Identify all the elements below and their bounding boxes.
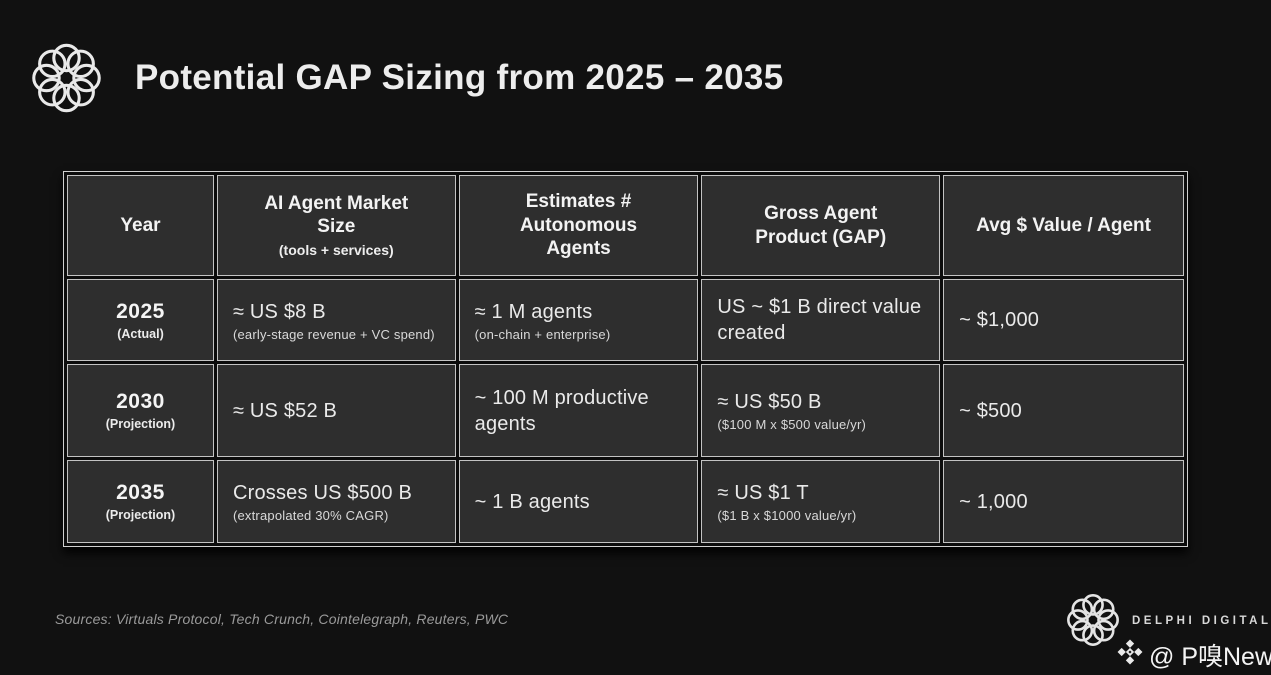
- avg-value-cell: ~ $500: [943, 364, 1184, 457]
- delphi-rosette-icon: [1067, 594, 1119, 646]
- delphi-digital-wordmark: DELPHI DIGITAL: [1132, 615, 1271, 627]
- agents-cell: ~ 100 M productive agents: [458, 364, 699, 457]
- sources-text: Sources: Virtuals Protocol, Tech Crunch,…: [55, 611, 509, 627]
- avg-value-cell: ~ 1,000: [943, 460, 1184, 543]
- cell-note: (early-stage revenue + VC spend): [232, 326, 435, 342]
- column-header-gap: Gross Agent Product (GAP): [701, 175, 941, 276]
- column-header-market-size: AI Agent Market Size (tools + services): [216, 175, 456, 276]
- cell-value: ≈ US $8 B: [232, 300, 326, 323]
- year-cell: 2025 (Actual): [67, 279, 214, 361]
- delphi-rosette-icon: [32, 43, 101, 113]
- gap-cell: ≈ US $1 T ($1 B x $1000 value/yr): [701, 460, 941, 543]
- cell-value: ~ 100 M productive agents: [474, 386, 649, 435]
- table-row-2030: 2030 (Projection) ≈ US $52 B ~ 100 M pro…: [67, 364, 1184, 457]
- binance-diamond-icon: [1117, 639, 1143, 665]
- cell-note: ($1 B x $1000 value/yr): [717, 508, 857, 523]
- gap-sizing-table: Year AI Agent Market Size (tools + servi…: [63, 171, 1188, 547]
- cell-value: ≈ 1 M agents: [474, 300, 593, 323]
- table-row-2035: 2035 (Projection) Crosses US $500 B (ext…: [67, 460, 1184, 543]
- column-header-avg-value: Avg $ Value / Agent: [943, 175, 1184, 276]
- market-size-cell: ≈ US $52 B: [216, 364, 456, 457]
- cell-value: ≈ US $52 B: [232, 399, 338, 422]
- year-cell: 2035 (Projection): [67, 460, 214, 543]
- avg-value-cell: ~ $1,000: [943, 279, 1184, 361]
- year-value: 2030: [116, 390, 165, 413]
- table-row-2025: 2025 (Actual) ≈ US $8 B (early-stage rev…: [67, 279, 1184, 361]
- agents-cell: ~ 1 B agents: [458, 460, 699, 543]
- year-value: 2025: [116, 299, 165, 323]
- cell-value: ≈ US $1 T: [717, 482, 809, 504]
- column-header-label: Avg $ Value / Agent: [976, 214, 1151, 236]
- cell-value: ~ $1,000: [959, 309, 1040, 331]
- column-header-label: Gross Agent Product (GAP): [755, 202, 887, 248]
- year-value: 2035: [116, 481, 165, 504]
- cell-value: ~ 1 B agents: [474, 490, 590, 513]
- year-note: (Projection): [105, 508, 176, 522]
- market-size-cell: ≈ US $8 B (early-stage revenue + VC spen…: [216, 279, 456, 361]
- page-title: Potential GAP Sizing from 2025 – 2035: [135, 58, 784, 97]
- column-header-year: Year: [67, 175, 214, 276]
- cell-value: US ~ $1 B direct value created: [717, 296, 922, 344]
- table-body: 2025 (Actual) ≈ US $8 B (early-stage rev…: [67, 279, 1184, 543]
- cell-value: ~ 1,000: [959, 490, 1028, 513]
- cell-note: (extrapolated 30% CAGR): [232, 508, 389, 523]
- cell-value: ≈ US $50 B: [717, 391, 822, 413]
- table-header: Year AI Agent Market Size (tools + servi…: [67, 175, 1184, 276]
- watermark-text: @ P嗅News: [1149, 643, 1271, 671]
- cell-value: Crosses US $500 B: [232, 482, 412, 504]
- agents-cell: ≈ 1 M agents (on-chain + enterprise): [458, 279, 699, 361]
- cell-note: ($100 M x $500 value/yr): [717, 417, 866, 432]
- market-size-cell: Crosses US $500 B (extrapolated 30% CAGR…: [216, 460, 456, 543]
- column-header-label: Year: [120, 214, 161, 236]
- header-row: Year AI Agent Market Size (tools + servi…: [67, 175, 1184, 276]
- column-header-label: AI Agent Market Size: [264, 192, 409, 238]
- year-note: (Actual): [117, 326, 164, 341]
- gap-cell: ≈ US $50 B ($100 M x $500 value/yr): [701, 364, 941, 457]
- year-cell: 2030 (Projection): [67, 364, 214, 457]
- column-header-autonomous-agents: Estimates # Autonomous Agents: [458, 175, 699, 276]
- column-header-subtext: (tools + services): [278, 242, 394, 258]
- year-note: (Projection): [105, 417, 176, 431]
- column-header-label: Estimates # Autonomous Agents: [519, 190, 638, 260]
- cell-value: ~ $500: [959, 399, 1023, 422]
- gap-cell: US ~ $1 B direct value created: [701, 279, 941, 361]
- cell-note: (on-chain + enterprise): [474, 326, 611, 342]
